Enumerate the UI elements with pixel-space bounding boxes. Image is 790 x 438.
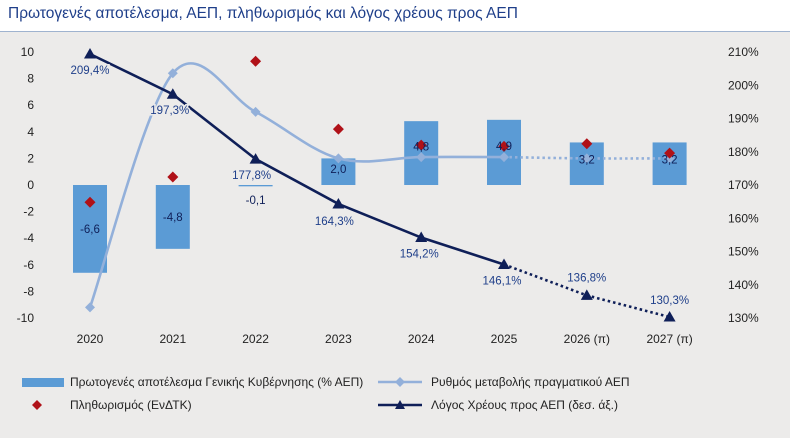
debt-value-label: 177,8% — [232, 170, 271, 182]
bar-value-label: -6,6 — [80, 224, 100, 236]
bar-value-label: 2,0 — [330, 164, 346, 176]
debt-marker — [498, 258, 510, 269]
debt-line-solid — [89, 52, 505, 266]
debt-marker — [249, 153, 262, 164]
y-left-tick-label: -4 — [23, 231, 34, 245]
bar — [238, 185, 273, 187]
y-right-tick-label: 210% — [728, 45, 759, 59]
x-tick-label: 2022 — [242, 332, 269, 346]
y-left-tick-label: 6 — [27, 98, 34, 112]
debt-value-label: 209,4% — [70, 65, 109, 77]
bar — [569, 142, 604, 185]
chart-area: 10 8 6 4 2 0 -2 -4 -6 -8 -10 210% 200% 190% 180% 170% 16… — [0, 32, 790, 438]
inflation-marker — [332, 123, 344, 135]
debt-marker — [332, 197, 345, 209]
inflation-marker — [581, 138, 593, 150]
y-left-tick-label: 8 — [27, 72, 34, 86]
chart-svg: 10 8 6 4 2 0 -2 -4 -6 -8 -10 210% 200% 190% 180% 170% 16… — [17, 45, 759, 346]
bar — [155, 185, 190, 249]
x-tick-label: 2027 (π) — [646, 332, 692, 346]
x-tick-label: 2020 — [77, 332, 104, 346]
debt-value-label: 130,3% — [650, 295, 689, 307]
debt-value-label: 136,8% — [567, 272, 606, 284]
y-right-tick-label: 200% — [728, 78, 759, 92]
debt-value-label: 164,3% — [315, 216, 354, 228]
y-left-tick-label: 10 — [21, 45, 35, 59]
y-left-tick-label: 2 — [27, 151, 34, 165]
y-right-tick-label: 140% — [728, 278, 759, 292]
inflation-marker — [167, 171, 179, 183]
bar-value-label: 3,2 — [579, 154, 595, 166]
bar-value-label: -0,1 — [246, 195, 266, 207]
bar-value-label: -4,8 — [163, 212, 183, 224]
inflation-marker — [415, 139, 427, 151]
bar-value-label: 4,9 — [496, 141, 512, 153]
debt-marker — [663, 311, 676, 322]
y-right-tick-label: 150% — [728, 245, 759, 259]
gdp-growth-marker — [250, 106, 261, 117]
y-left-tick-label: 0 — [27, 178, 34, 192]
inflation-marker — [250, 55, 262, 67]
title-divider — [0, 31, 790, 32]
y-left-tick-label: -2 — [23, 205, 34, 219]
bar-value-label: 3,2 — [662, 154, 678, 166]
inflation-marker — [664, 147, 676, 159]
gdp-growth-marker — [333, 153, 344, 164]
x-tick-label: 2026 (π) — [564, 332, 610, 346]
y-right-tick-label: 190% — [728, 112, 759, 126]
gdp-growth-marker — [416, 152, 427, 163]
debt-marker — [415, 231, 428, 243]
inflation-marker — [498, 140, 510, 152]
debt-value-label: 146,1% — [482, 275, 521, 287]
inflation-marker — [84, 196, 96, 208]
gdp-growth-marker — [581, 153, 592, 164]
debt-marker — [166, 88, 179, 99]
y-left-tick-label: -10 — [17, 311, 35, 325]
y-right-tick-label: 130% — [728, 311, 759, 325]
bar-value-label: 4,8 — [413, 142, 429, 154]
x-tick-label: 2021 — [159, 332, 186, 346]
y-right-tick-label: 170% — [728, 178, 759, 192]
y-left-tick-label: -6 — [23, 258, 34, 272]
x-tick-label: 2024 — [408, 332, 435, 346]
x-tick-label: 2025 — [491, 332, 518, 346]
debt-marker — [580, 289, 593, 300]
gdp-growth-marker — [167, 68, 178, 79]
y-left-tick-label: 4 — [27, 125, 34, 139]
y-right-tick-label: 180% — [728, 145, 759, 159]
x-tick-label: 2023 — [325, 332, 352, 346]
y-left-tick-label: -8 — [23, 284, 34, 298]
debt-value-label: 197,3% — [150, 105, 189, 117]
y-right-tick-label: 160% — [728, 211, 759, 225]
gdp-growth-line-solid — [88, 62, 505, 308]
gdp-growth-marker — [499, 152, 509, 163]
debt-marker — [84, 47, 96, 59]
debt-value-label: 154,2% — [400, 249, 439, 261]
gdp-growth-marker — [85, 302, 95, 313]
chart-title: Πρωτογενές αποτέλεσμα, ΑΕΠ, πληθωρισμός … — [8, 5, 518, 22]
